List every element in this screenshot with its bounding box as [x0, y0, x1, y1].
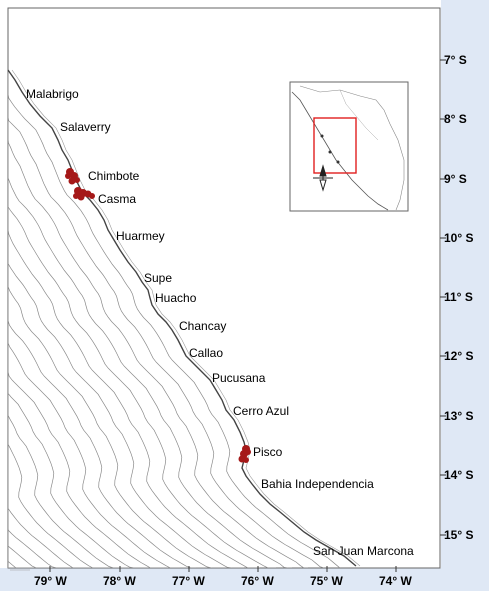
lat-tick-label: 9° S	[444, 172, 467, 186]
isoline	[8, 92, 180, 568]
port-label: Chancay	[179, 319, 226, 333]
port-label: Huacho	[155, 291, 197, 305]
isoline	[8, 84, 244, 568]
port-label: Casma	[98, 192, 136, 206]
lat-tick-label: 15° S	[444, 528, 473, 542]
inset-border	[299, 85, 405, 211]
lon-tick-label: 78° W	[103, 574, 136, 588]
offshore-isolines	[8, 72, 341, 568]
isoline	[8, 88, 212, 568]
isoline	[8, 80, 276, 568]
longitude-labels: 79° W 78° W 77° W 76° W 75° W 74° W	[34, 574, 412, 588]
lat-tick-label: 14° S	[444, 468, 473, 482]
lon-axis-band	[0, 568, 489, 591]
lat-tick-label: 11° S	[444, 290, 473, 304]
lon-tick-label: 75° W	[310, 574, 343, 588]
longitude-ticks	[49, 566, 397, 572]
inset-map	[289, 81, 409, 212]
lon-tick-label: 74° W	[379, 574, 412, 588]
port-label: Pucusana	[212, 371, 266, 385]
lat-tick-label: 10° S	[444, 231, 473, 245]
port-label: Huarmey	[116, 229, 165, 243]
isoline	[8, 98, 132, 568]
north-arrow-icon	[313, 164, 333, 192]
port-labels: Malabrigo Salaverry Chimbote Casma Huarm…	[26, 87, 414, 558]
latitude-labels: 7° S 8° S 9° S 10° S 11° S 12° S 13° S 1…	[444, 53, 473, 542]
lat-tick-label: 13° S	[444, 409, 473, 423]
isoline	[8, 90, 196, 568]
coast-shadow	[11, 69, 361, 567]
latitude-ticks	[440, 59, 446, 536]
port-label: Bahia Independencia	[261, 477, 374, 491]
isoline	[8, 100, 116, 568]
lat-tick-label: 8° S	[444, 112, 467, 126]
coastline	[7, 69, 357, 567]
lon-tick-label: 77° W	[172, 574, 205, 588]
isoline	[8, 96, 148, 568]
port-label: San Juan Marcona	[313, 544, 414, 558]
inset-extent-box	[313, 117, 357, 174]
port-label: Cerro Azul	[233, 404, 289, 418]
cluster-casma	[73, 187, 95, 201]
isoline	[8, 94, 164, 568]
isoline	[8, 78, 292, 568]
port-label: Malabrigo	[26, 87, 79, 101]
port-label: Chimbote	[88, 169, 140, 183]
lat-axis-band	[441, 0, 489, 591]
lon-tick-label: 76° W	[241, 574, 274, 588]
lat-tick-label: 7° S	[444, 53, 467, 67]
isoline	[8, 86, 228, 568]
port-label: Callao	[189, 346, 223, 360]
isoline	[8, 72, 341, 568]
port-label: Pisco	[253, 445, 283, 459]
lon-tick-label: 79° W	[34, 574, 67, 588]
isoline	[8, 102, 100, 568]
inset-river	[339, 89, 379, 141]
inset-coastline	[291, 91, 389, 211]
cluster-chimbote	[65, 168, 80, 185]
cluster-pisco	[238, 445, 251, 463]
isoline	[8, 76, 308, 568]
isoline	[8, 82, 260, 568]
lat-tick-label: 12° S	[444, 349, 473, 363]
inset-frame	[289, 81, 409, 212]
port-label: Salaverry	[60, 120, 111, 134]
isoline	[8, 74, 325, 568]
port-label: Supe	[144, 271, 172, 285]
